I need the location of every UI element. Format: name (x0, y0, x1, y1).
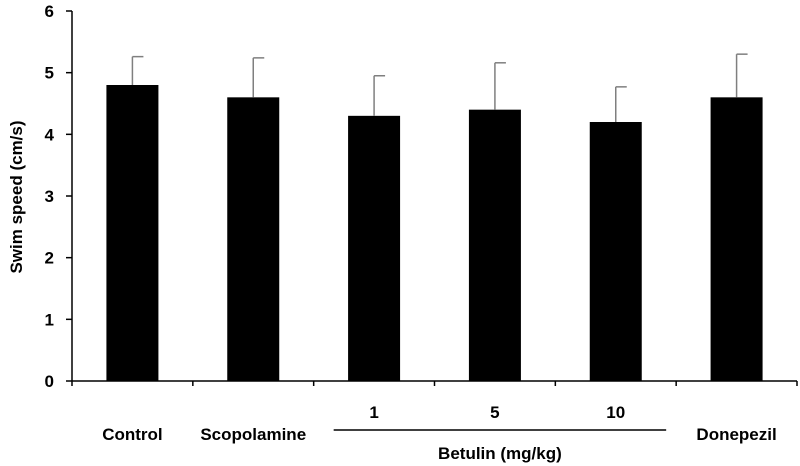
x-tick-label: Control (102, 425, 162, 444)
y-axis-label: Swim speed (cm/s) (7, 120, 26, 273)
group-label: Betulin (mg/kg) (438, 444, 562, 463)
y-tick-label: 5 (45, 64, 54, 83)
y-tick-label: 2 (45, 249, 54, 268)
x-axis (71, 380, 798, 386)
bars (106, 85, 763, 382)
y-tick-label: 1 (45, 310, 54, 329)
x-tick-label: Donepezil (696, 425, 776, 444)
bar (227, 97, 280, 381)
y-tick-label: 3 (45, 187, 54, 206)
x-tick-label: Scopolamine (200, 425, 306, 444)
bar (348, 115, 401, 381)
x-tick-label: 10 (606, 403, 625, 422)
bar (468, 109, 521, 382)
bar (106, 85, 159, 381)
category-labels: Control Scopolamine 1 5 10 Donepezil (102, 403, 777, 444)
x-tick-label: 1 (369, 403, 378, 422)
y-tick-label: 0 (45, 372, 54, 391)
bar (710, 97, 763, 381)
bar (589, 122, 642, 381)
y-tick-label: 6 (45, 2, 54, 21)
x-tick-label: 5 (490, 403, 499, 422)
y-tick-label: 4 (45, 125, 55, 144)
error-bars (131, 53, 748, 122)
y-axis: 0 1 2 3 4 5 6 (45, 2, 73, 391)
